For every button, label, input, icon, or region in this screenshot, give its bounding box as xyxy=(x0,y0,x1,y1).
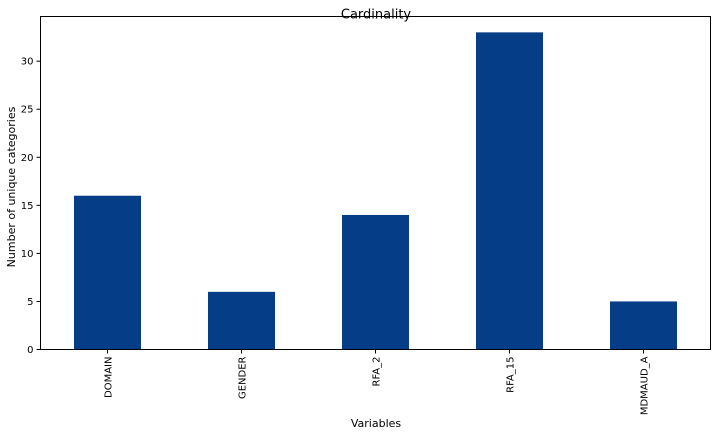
y-tick-label: 5 xyxy=(27,297,33,308)
x-axis-label: Variables xyxy=(351,417,402,430)
bar-mdmaud-a xyxy=(610,301,677,350)
x-tick-label: MDMAUD_A xyxy=(640,356,651,415)
bars-group xyxy=(74,32,677,350)
y-tick-label: 30 xyxy=(21,57,34,68)
plot-frame xyxy=(40,16,711,350)
x-tick-label: RFA_15 xyxy=(506,357,517,393)
y-tick-label: 20 xyxy=(21,153,34,164)
bar-domain xyxy=(74,195,141,350)
bar-rfa-2 xyxy=(342,214,409,350)
x-tick-label: DOMAIN xyxy=(104,357,115,398)
y-tick-label: 10 xyxy=(21,249,34,260)
bar-rfa-15 xyxy=(476,32,543,350)
chart-title: Cardinality xyxy=(341,8,412,23)
y-tick-label: 15 xyxy=(21,201,34,212)
y-axis: 0 5 10 15 20 25 30 xyxy=(21,57,41,356)
y-axis-label: Number of unique categories xyxy=(5,106,18,267)
x-axis: DOMAIN GENDER RFA_2 RFA_15 MDMAUD_A xyxy=(104,349,651,415)
y-tick-label: 25 xyxy=(21,105,34,116)
y-tick-label: 0 xyxy=(27,345,33,356)
bar-gender xyxy=(208,291,275,350)
x-tick-label: RFA_2 xyxy=(372,357,383,387)
x-tick-label: GENDER xyxy=(238,356,249,399)
